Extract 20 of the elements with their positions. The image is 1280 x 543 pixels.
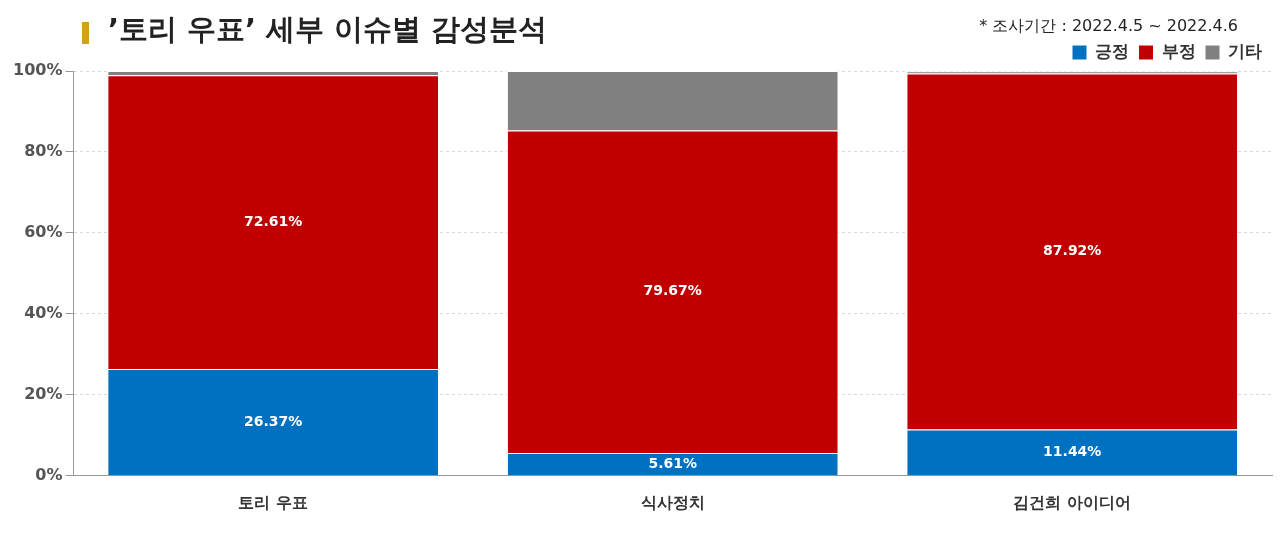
legend-label: 긍정 [1095,40,1129,61]
y-tick-label: 20% [24,384,63,403]
legend-label: 부정 [1161,40,1196,61]
text: * 조사기간 : 2022.4.5 ~ 2022.4.6 [979,16,1238,37]
data-label: 79.67% [643,282,702,299]
x-tick-label: 식사정치 [640,492,705,512]
y-tick-label: 60% [24,222,63,242]
x-tick-label: 토리 우표 [238,492,308,512]
y-tick-label: 80% [24,141,63,161]
data-label: 5.61% [648,454,697,471]
data-label: 11.44% [1043,443,1102,460]
legend-label: 기타 [1228,40,1262,61]
y-tick-label: 0% [35,464,63,484]
data-label: 87.92% [1043,242,1102,259]
chart-title: ’토리 우표’ 세부 이슈별 감성분석 [108,11,548,48]
data-label: 26.37% [244,412,303,429]
y-tick-label: 40% [24,303,63,323]
data-label: 72.61% [244,212,303,229]
x-tick-label: 김건희 아이디어 [1013,492,1132,512]
y-tick-label: 100% [12,60,63,80]
